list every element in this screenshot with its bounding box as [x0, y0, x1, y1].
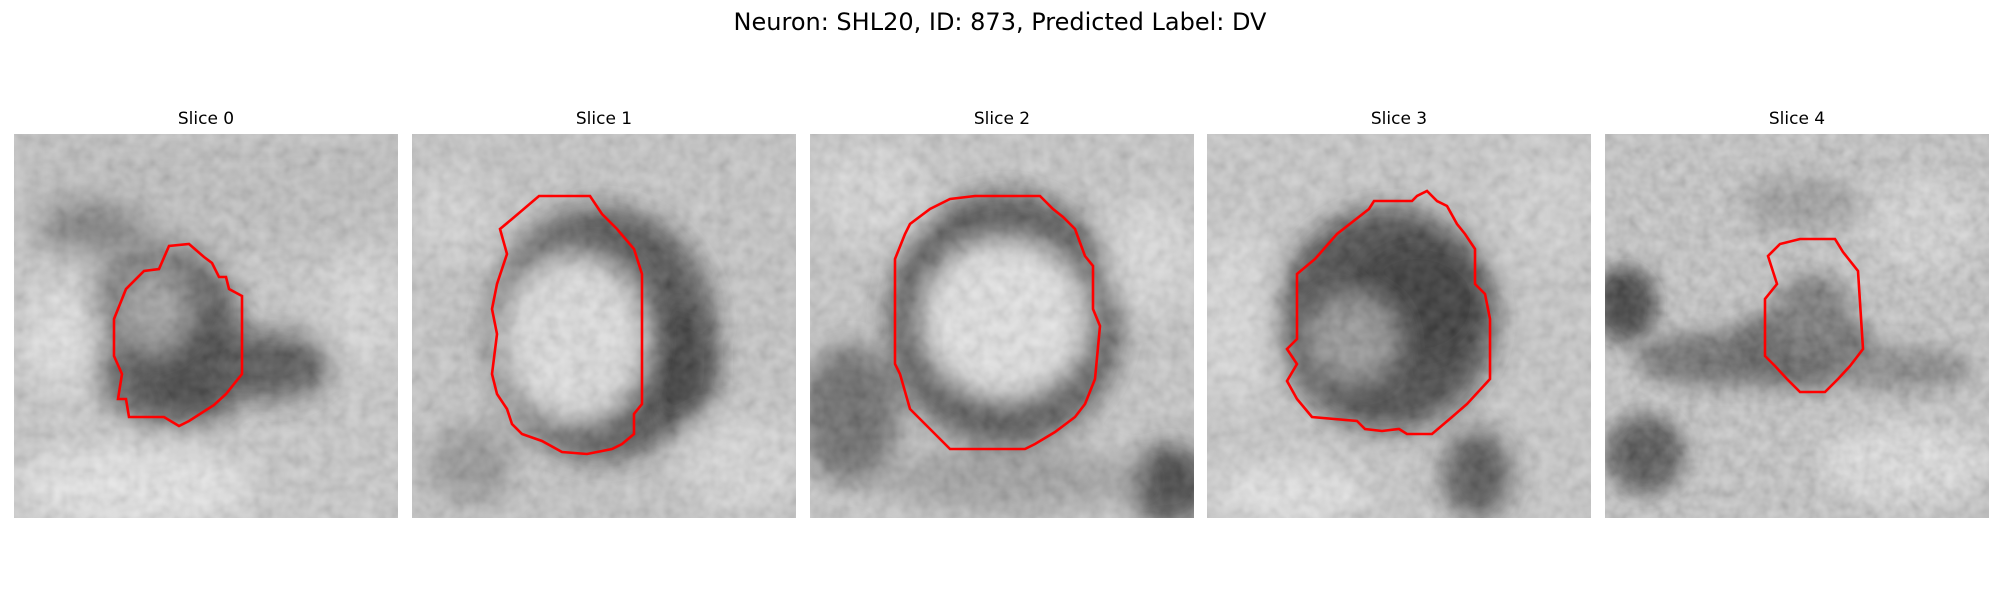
slice-title: Slice 0	[177, 109, 235, 129]
slice-image	[1207, 134, 1591, 518]
roi-contour	[490, 194, 644, 456]
slice-panel-3: Slice 3	[1207, 108, 1591, 518]
slice-image	[14, 134, 398, 518]
roi-contour	[1763, 237, 1865, 394]
roi-contour	[112, 242, 244, 428]
slice-image	[810, 134, 1194, 518]
slice-title: Slice 1	[575, 109, 633, 129]
slice-title: Slice 4	[1768, 109, 1826, 129]
slice-title: Slice 3	[1370, 109, 1428, 129]
roi-contour	[1285, 189, 1492, 436]
slice-image	[412, 134, 796, 518]
slice-panel-2: Slice 2	[810, 108, 1194, 518]
roi-contour	[893, 194, 1102, 451]
slice-image	[1605, 134, 1989, 518]
slice-panel-0: Slice 0	[14, 108, 398, 518]
figure-title: Neuron: SHL20, ID: 873, Predicted Label:…	[733, 8, 1267, 36]
slice-panel-1: Slice 1	[412, 108, 796, 518]
slice-panel-4: Slice 4	[1605, 108, 1989, 518]
slice-title: Slice 2	[973, 109, 1031, 129]
